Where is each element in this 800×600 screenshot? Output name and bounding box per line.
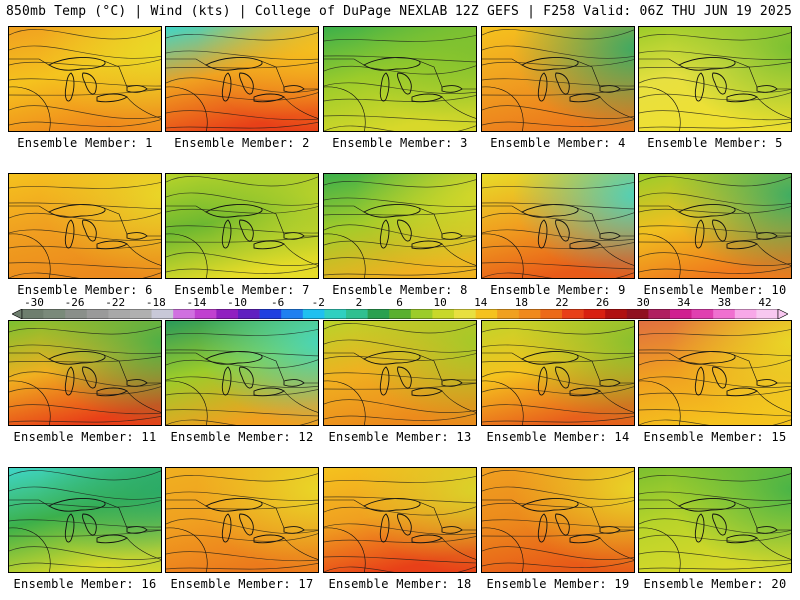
scale-tick-label: -30 <box>24 296 44 309</box>
ensemble-map-panel <box>8 26 162 132</box>
scale-tick-label: 18 <box>514 296 528 309</box>
run-valid-time: 12Z GEFS | F258 Valid: 06Z THU JUN 19 20… <box>454 4 792 19</box>
scale-tick-label: 30 <box>636 296 650 309</box>
ensemble-map-panel <box>481 173 635 279</box>
ensemble-map-panel <box>8 173 162 279</box>
scale-tick-label: 10 <box>433 296 447 309</box>
ensemble-map-panel <box>165 320 319 426</box>
ensemble-member-label: Ensemble Member: 16 <box>13 577 157 591</box>
ensemble-map-panel <box>323 26 477 132</box>
ensemble-map-panel <box>481 467 635 573</box>
scale-tick-label: 26 <box>595 296 610 309</box>
scale-tick-label: 42 <box>758 296 772 309</box>
scale-tick-label: 6 <box>396 296 403 309</box>
ensemble-member-label: Ensemble Member: 5 <box>647 136 783 150</box>
ensemble-map-panel <box>481 320 635 426</box>
scale-tick-label: -6 <box>271 296 285 309</box>
ensemble-map-panel <box>165 467 319 573</box>
ensemble-member-label: Ensemble Member: 4 <box>490 136 626 150</box>
ensemble-map-panel <box>8 320 162 426</box>
scale-tick-label: 34 <box>677 296 691 309</box>
ensemble-member-label: Ensemble Member: 17 <box>170 577 314 591</box>
ensemble-member-label: Ensemble Member: 8 <box>332 283 468 297</box>
scale-tick-label: -10 <box>227 296 247 309</box>
scale-tick-label: -18 <box>145 296 166 309</box>
map-title: 850mb Temp (°C) | Wind (kts) | College o… <box>6 4 448 19</box>
ensemble-map-panel <box>481 26 635 132</box>
ensemble-member-label: Ensemble Member: 19 <box>486 577 630 591</box>
ensemble-member-label: Ensemble Member: 13 <box>328 430 472 444</box>
scale-tick-label: -2 <box>311 296 325 309</box>
ensemble-map-panel <box>323 173 477 279</box>
ensemble-map-panel <box>165 26 319 132</box>
temperature-scale-labels: -30 -26 -22 -18 -14 -10 -6 -2 2 6 10 14 18 22 26 30 34 38… <box>0 296 800 310</box>
ensemble-member-label: Ensemble Member: 12 <box>170 430 314 444</box>
ensemble-member-label: Ensemble Member: 10 <box>643 283 787 297</box>
scale-tick-label: 38 <box>717 296 731 309</box>
ensemble-member-label: Ensemble Member: 3 <box>332 136 468 150</box>
ensemble-member-label: Ensemble Member: 1 <box>17 136 153 150</box>
scale-tick-label: 2 <box>355 296 363 309</box>
scale-tick-label: -14 <box>186 296 207 309</box>
ensemble-member-label: Ensemble Member: 14 <box>486 430 630 444</box>
ensemble-map-panel <box>638 320 792 426</box>
ensemble-map-panel <box>165 173 319 279</box>
ensemble-member-label: Ensemble Member: 18 <box>328 577 472 591</box>
ensemble-member-label: Ensemble Member: 2 <box>174 136 310 150</box>
scale-tick-label: 22 <box>555 296 569 309</box>
ensemble-map-panel <box>8 467 162 573</box>
ensemble-member-label: Ensemble Member: 9 <box>490 283 626 297</box>
ensemble-member-label: Ensemble Member: 20 <box>643 577 787 591</box>
ensemble-member-label: Ensemble Member: 15 <box>643 430 787 444</box>
scale-tick-label: 14 <box>474 296 488 309</box>
ensemble-map-panel <box>638 173 792 279</box>
ensemble-member-label: Ensemble Member: 7 <box>174 283 310 297</box>
ensemble-member-label: Ensemble Member: 6 <box>17 283 153 297</box>
ensemble-map-panel <box>638 26 792 132</box>
ensemble-map-panel <box>323 320 477 426</box>
ensemble-map-panel <box>323 467 477 573</box>
ensemble-map-panel <box>638 467 792 573</box>
scale-tick-label: -22 <box>105 296 126 309</box>
scale-tick-label: -26 <box>64 296 85 309</box>
temperature-colorbar <box>12 309 788 319</box>
ensemble-member-label: Ensemble Member: 11 <box>13 430 157 444</box>
